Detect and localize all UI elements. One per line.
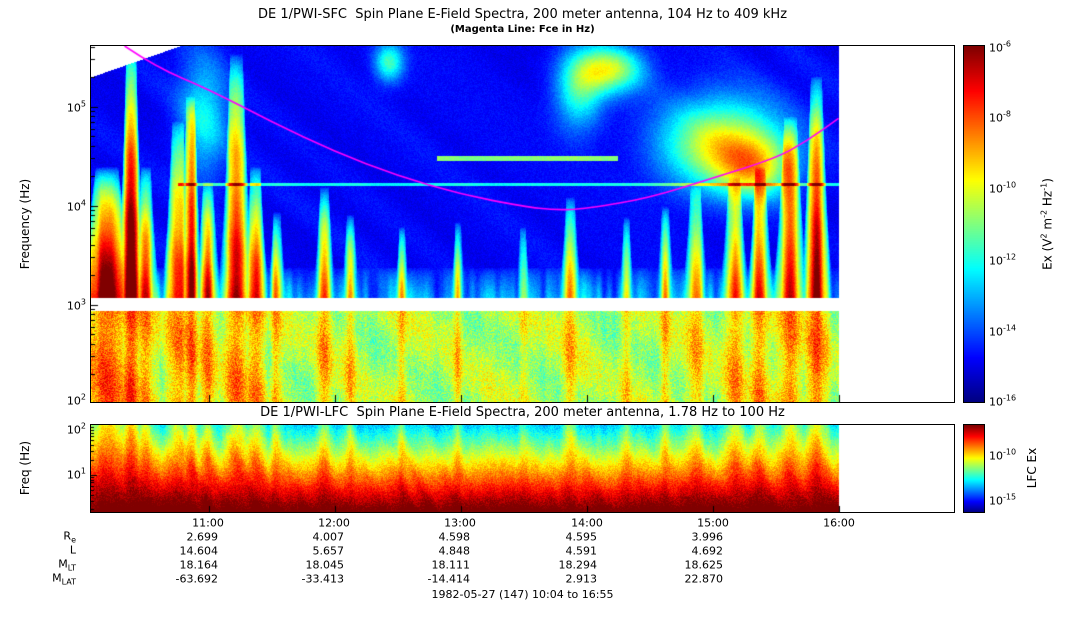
sfc-cbtick-5: 10-16 <box>989 393 1017 409</box>
ephemeris-row-label-l: L <box>69 543 76 557</box>
sfc-ytick-1e5: 105 <box>66 99 86 115</box>
sfc-title: DE 1/PWI-SFC Spin Plane E-Field Spectra,… <box>257 7 788 22</box>
lfc-plot-area <box>90 424 955 513</box>
ephemeris-value: 18.625 <box>684 558 724 572</box>
ephemeris-value: 2.699 <box>186 530 219 544</box>
lfc-y-axis-label: Freq (Hz) <box>18 440 32 496</box>
sfc-ytick-1e2: 102 <box>66 392 86 408</box>
lfc-colorbar-label: LFC Ex <box>1025 447 1039 489</box>
date-range-label: 1982-05-27 (147) 10:04 to 16:55 <box>431 588 614 601</box>
xtick-1300: 13:00 <box>444 516 476 530</box>
ephemeris-value: 4.007 <box>312 530 345 544</box>
sfc-y-axis-label: Frequency (Hz) <box>18 178 32 270</box>
sfc-cbtick-4: 10-14 <box>989 323 1017 339</box>
ephemeris-value: 4.595 <box>565 530 598 544</box>
lfc-cbtick-1: 10-15 <box>989 492 1017 508</box>
sfc-colorbar <box>963 45 985 403</box>
sfc-cbtick-1: 10-8 <box>989 109 1011 125</box>
lfc-ytick-1e1: 101 <box>66 466 86 482</box>
ephemeris-row-label-mlt: MLT <box>58 557 76 573</box>
lfc-colorbar <box>963 424 985 513</box>
lfc-colorbar-canvas <box>964 425 984 512</box>
ephemeris-value: 4.692 <box>691 544 724 558</box>
xtick-1100: 11:00 <box>192 516 224 530</box>
ephemeris-value: -33.413 <box>301 572 344 586</box>
sfc-heatmap-canvas <box>91 46 954 402</box>
ephemeris-value: 18.045 <box>305 558 345 572</box>
sfc-cbtick-2: 10-10 <box>989 180 1017 196</box>
lfc-cbtick-0: 10-10 <box>989 447 1017 463</box>
sfc-cbtick-3: 10-12 <box>989 252 1017 268</box>
ephemeris-value: 4.598 <box>438 530 471 544</box>
ephemeris-row-label-re: Re <box>63 529 76 545</box>
sfc-subtitle: (Magenta Line: Fce in Hz) <box>450 24 595 35</box>
xtick-1600: 16:00 <box>823 516 855 530</box>
ephemeris-row-label-mlat: MLAT <box>52 571 76 587</box>
ephemeris-value: 18.294 <box>558 558 598 572</box>
xtick-1400: 14:00 <box>571 516 603 530</box>
ephemeris-value: 18.164 <box>179 558 219 572</box>
ephemeris-value: 18.111 <box>431 558 471 572</box>
sfc-ytick-1e4: 104 <box>66 198 86 214</box>
xtick-1500: 15:00 <box>697 516 729 530</box>
lfc-ytick-1e2: 102 <box>66 421 86 437</box>
sfc-ytick-1e3: 103 <box>66 297 86 313</box>
sfc-colorbar-canvas <box>964 46 984 402</box>
sfc-cbtick-0: 10-6 <box>989 39 1011 55</box>
ephemeris-value: -63.692 <box>175 572 218 586</box>
ephemeris-value: 4.848 <box>438 544 471 558</box>
lfc-title: DE 1/PWI-LFC Spin Plane E-Field Spectra,… <box>260 405 785 420</box>
ephemeris-value: 3.996 <box>691 530 724 544</box>
ephemeris-value: 4.591 <box>565 544 598 558</box>
ephemeris-value: -14.414 <box>427 572 470 586</box>
ephemeris-value: 5.657 <box>312 544 345 558</box>
ephemeris-value: 2.913 <box>565 572 598 586</box>
ephemeris-value: 14.604 <box>179 544 219 558</box>
ephemeris-value: 22.870 <box>684 572 724 586</box>
sfc-colorbar-label: Ex (V2 m-2 Hz-1) <box>1039 178 1055 270</box>
lfc-heatmap-canvas <box>91 425 954 512</box>
sfc-plot-area <box>90 45 955 403</box>
xtick-1200: 12:00 <box>318 516 350 530</box>
